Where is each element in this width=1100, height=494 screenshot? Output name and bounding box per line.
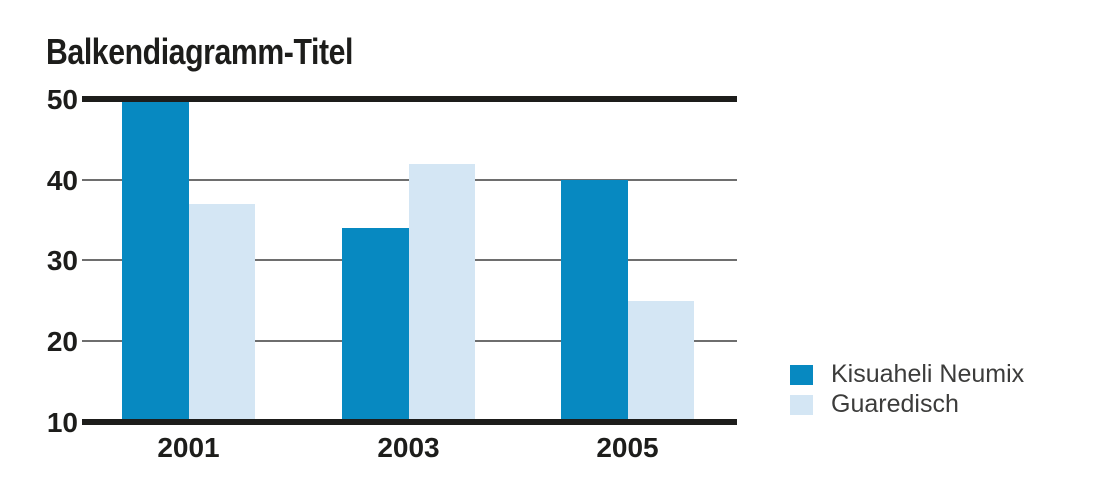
legend: Kisuaheli Neumix Guaredisch <box>790 360 1025 418</box>
bar-2001-kisuaheli-neumix <box>122 99 189 422</box>
gridline-10 <box>82 418 737 425</box>
bar-2005-guaredisch <box>627 300 694 422</box>
legend-item-kisuaheli-neumix: Kisuaheli Neumix <box>790 360 1025 388</box>
x-tick-label-2003: 2003 <box>377 432 440 463</box>
legend-label: Kisuaheli Neumix <box>831 360 1025 388</box>
bar-2001-guaredisch <box>188 203 255 422</box>
legend-swatch-icon <box>790 364 813 385</box>
legend-swatch-icon <box>790 394 813 415</box>
y-tick-label-30: 30 <box>46 245 78 277</box>
bar-2003-guaredisch <box>408 163 475 422</box>
y-tick-label-40: 40 <box>46 164 78 196</box>
y-tick-label-20: 20 <box>46 325 78 357</box>
x-tick-label-2005: 2005 <box>596 432 659 463</box>
legend-item-guaredisch: Guaredisch <box>790 390 1024 418</box>
legend-label: Guaredisch <box>831 390 959 418</box>
y-tick-label-50: 50 <box>46 84 78 115</box>
bar-2005-kisuaheli-neumix <box>561 179 628 422</box>
x-tick-label-2001: 2001 <box>157 432 220 463</box>
chart-title: Balkendiagramm-Titel <box>46 31 353 72</box>
gridline-50 <box>82 96 737 102</box>
y-tick-label-10: 10 <box>46 406 78 438</box>
bar-2003-kisuaheli-neumix <box>342 228 409 422</box>
